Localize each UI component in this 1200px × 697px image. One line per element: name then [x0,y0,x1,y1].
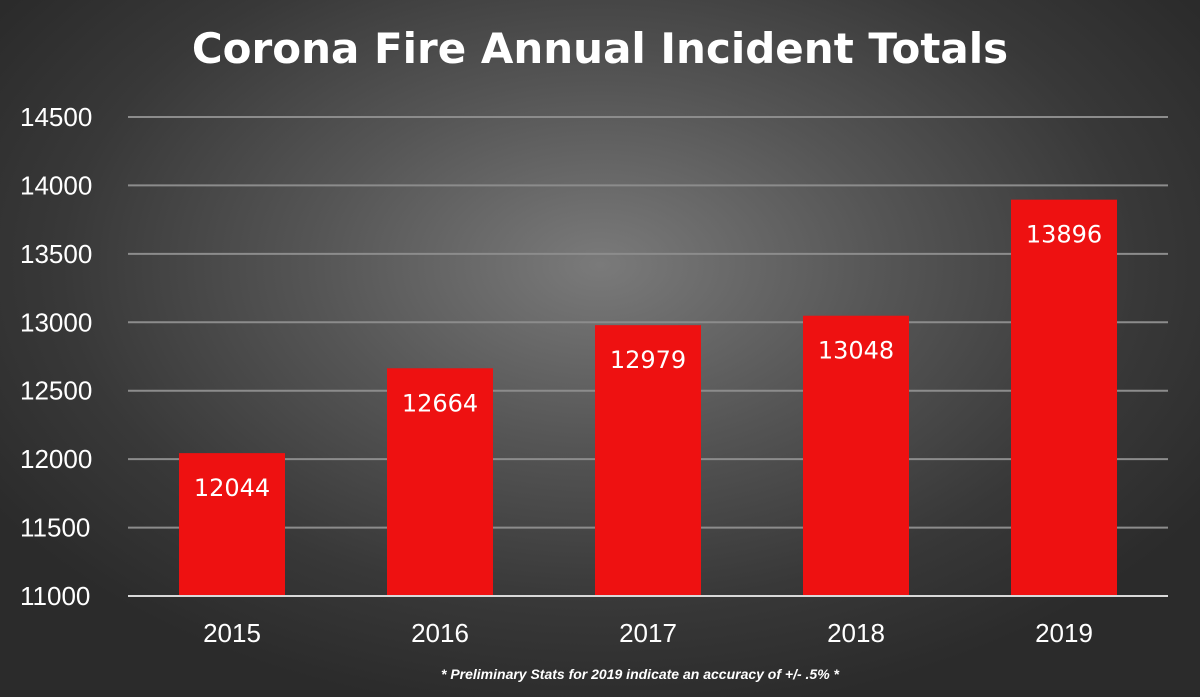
data-label: 12979 [610,346,686,374]
y-tick-label: 13000 [20,307,92,337]
y-tick-label: 12000 [20,444,92,474]
bar-2016 [387,368,493,596]
footnote: * Preliminary Stats for 2019 indicate an… [441,666,840,682]
bar-2019 [1011,199,1117,596]
y-tick-label: 13500 [20,239,92,269]
axes: 11000 11500 12000 12500 13000 13500 14000 14500… [20,102,1168,648]
chart-title: Corona Fire Annual Incident Totals [192,24,1008,73]
bar-2018 [803,315,909,596]
data-label: 12044 [194,474,270,502]
x-tick-label: 2017 [619,618,677,648]
x-tick-label: 2016 [411,618,469,648]
y-tick-label: 11500 [20,513,90,543]
y-tick-label: 11000 [20,581,90,611]
bar-2017 [595,325,701,596]
data-label: 12664 [402,389,478,417]
y-tick-label: 14000 [20,170,92,200]
data-label: 13896 [1026,221,1102,249]
x-tick-label: 2018 [827,618,885,648]
bar-2015 [179,453,285,596]
data-label: 13048 [818,337,894,365]
y-tick-label: 12500 [20,376,92,406]
y-tick-label: 14500 [20,102,92,132]
x-tick-label: 2019 [1035,618,1093,648]
bars: 12044 12664 12979 13048 13896 [179,199,1117,596]
x-tick-label: 2015 [203,618,261,648]
